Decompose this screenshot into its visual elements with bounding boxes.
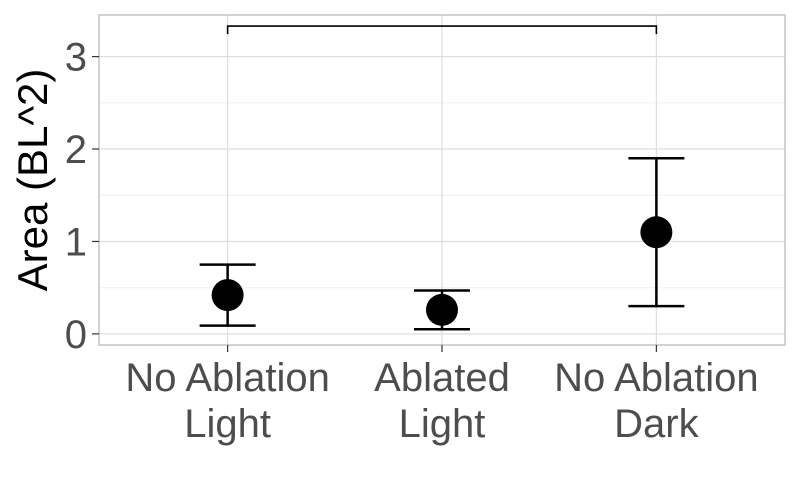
data-point (426, 293, 458, 326)
data-point (640, 216, 673, 249)
marks-layer (199, 25, 685, 331)
x-tick-label-line1: No Ablation (125, 356, 330, 400)
x-tick-label-line1: Ablated (374, 356, 510, 400)
y-tick-label: 2 (65, 128, 87, 172)
y-axis-title: Area (BL^2) (9, 69, 56, 292)
x-tick-label-line2: Dark (614, 402, 699, 446)
x-tick-label-line2: Light (184, 402, 271, 446)
data-point (211, 279, 244, 312)
y-axis-ticks: 0 1 2 3 (65, 36, 99, 357)
y-tick-label: 3 (65, 36, 87, 80)
significance-bracket (226, 25, 658, 35)
x-tick-label-line1: No Ablation (554, 356, 759, 400)
x-tick-label-line2: Light (399, 402, 486, 446)
y-tick-label: 0 (65, 313, 87, 357)
y-tick-label: 1 (65, 220, 87, 264)
